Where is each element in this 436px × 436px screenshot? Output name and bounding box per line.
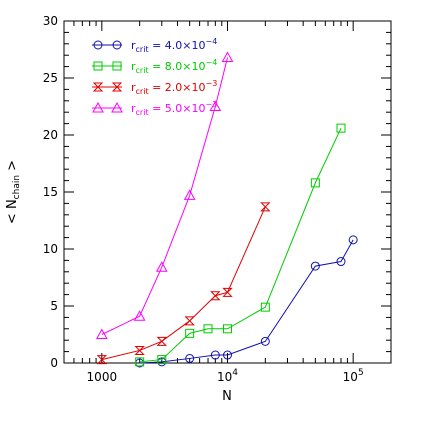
data-point-bowtie — [156, 336, 167, 346]
data-point-circle — [185, 353, 195, 363]
data-point-bowtie — [184, 316, 195, 326]
legend-item: rcrit = 4.0×10−4 — [92, 37, 217, 54]
legend-label-symbol: r — [131, 102, 136, 115]
x-tick-label-base: 1000 — [87, 370, 118, 384]
y-tick-label: 30 — [43, 14, 58, 28]
legend-label-value: = 8.0×10 — [149, 60, 206, 73]
data-point-triangle — [221, 51, 234, 62]
data-point-bowtie — [92, 82, 104, 92]
legend-label: rcrit = 2.0×10−3 — [131, 79, 217, 96]
data-point-triangle — [133, 310, 146, 321]
y-axis-label-main: < N — [5, 199, 20, 224]
data-point-triangle — [209, 100, 222, 111]
y-tick-label: 10 — [43, 242, 58, 256]
data-point-bowtie — [96, 355, 108, 365]
data-point-circle — [223, 350, 232, 360]
data-point-square — [135, 357, 145, 367]
x-tick-label-exponent: 5 — [358, 368, 364, 378]
y-axis-label-subscript: chain — [12, 175, 22, 199]
x-tick-label: 105 — [343, 368, 364, 384]
y-tick-label: 0 — [50, 356, 58, 370]
data-point-bowtie — [111, 82, 123, 92]
legend-label-exponent: −4 — [206, 37, 218, 46]
data-point-triangle — [155, 261, 168, 272]
legend-item: rcrit = 5.0×10−3 — [92, 100, 217, 117]
data-point-square — [310, 178, 320, 188]
data-point-bowtie — [134, 345, 145, 355]
data-point-square — [185, 328, 195, 338]
data-point-circle — [210, 350, 220, 360]
data-point-square — [223, 324, 232, 334]
data-point-triangle — [111, 101, 123, 113]
y-tick-label: 5 — [50, 299, 58, 313]
series-line — [139, 239, 354, 364]
legend-item: rcrit = 2.0×10−3 — [92, 79, 217, 96]
legend-label-subscript: crit — [136, 66, 149, 75]
data-point-bowtie — [222, 287, 233, 297]
data-point-circle — [112, 40, 122, 50]
legend-label-value: = 5.0×10 — [149, 102, 206, 115]
series-bowtie — [96, 202, 271, 365]
data-point-circle — [348, 235, 358, 245]
series-circle — [135, 235, 358, 368]
legend-label-subscript: crit — [136, 108, 149, 117]
data-point-circle — [93, 40, 103, 50]
data-point-circle — [336, 257, 346, 267]
x-tick-label-base: 10 — [343, 370, 358, 384]
series-line — [101, 57, 228, 335]
x-tick-label: 104 — [217, 368, 238, 384]
legend-label-subscript: crit — [136, 87, 149, 96]
legend-label-exponent: −3 — [206, 100, 218, 109]
data-point-triangle — [92, 101, 104, 113]
data-point-square — [157, 355, 167, 365]
x-tick-label-base: 10 — [217, 370, 232, 384]
data-point-bowtie — [210, 291, 221, 301]
legend-label-value: = 4.0×10 — [149, 39, 206, 52]
y-tick-label: 20 — [43, 128, 58, 142]
y-axis-label: < Nchain > — [5, 160, 22, 224]
plot-frame — [63, 20, 392, 364]
data-point-bowtie — [260, 202, 271, 212]
y-tick-label: 25 — [43, 71, 58, 85]
series-layer — [95, 51, 358, 368]
series-line — [101, 206, 266, 361]
legend-label-exponent: −3 — [206, 79, 218, 88]
data-point-square — [203, 324, 213, 334]
series-square — [135, 123, 346, 367]
data-point-square — [112, 61, 122, 71]
legend-label: rcrit = 4.0×10−4 — [131, 37, 217, 54]
series-line — [139, 127, 342, 363]
data-point-circle — [310, 261, 320, 271]
data-point-square — [260, 302, 270, 312]
x-tick-label: 1000 — [87, 370, 118, 384]
legend-label: rcrit = 5.0×10−3 — [131, 100, 217, 117]
legend-label-subscript: crit — [136, 45, 149, 54]
legend-label-symbol: r — [131, 60, 136, 73]
data-point-square — [336, 123, 346, 133]
legend-label-symbol: r — [131, 39, 136, 52]
data-point-triangle — [183, 189, 196, 200]
data-point-triangle — [95, 328, 108, 339]
legend-label-exponent: −4 — [206, 58, 218, 67]
x-axis-label: N — [222, 389, 232, 404]
legend-label-symbol: r — [131, 81, 136, 94]
series-triangle — [95, 51, 234, 339]
data-point-circle — [260, 336, 270, 346]
y-tick-label: 15 — [43, 185, 58, 199]
data-point-square — [93, 61, 103, 71]
y-axis-label-close: > — [5, 160, 20, 175]
legend-label: rcrit = 8.0×10−4 — [131, 58, 217, 75]
x-tick-label-exponent: 4 — [232, 368, 238, 378]
legend-label-value: = 2.0×10 — [149, 81, 206, 94]
legend-item: rcrit = 8.0×10−4 — [92, 58, 217, 75]
